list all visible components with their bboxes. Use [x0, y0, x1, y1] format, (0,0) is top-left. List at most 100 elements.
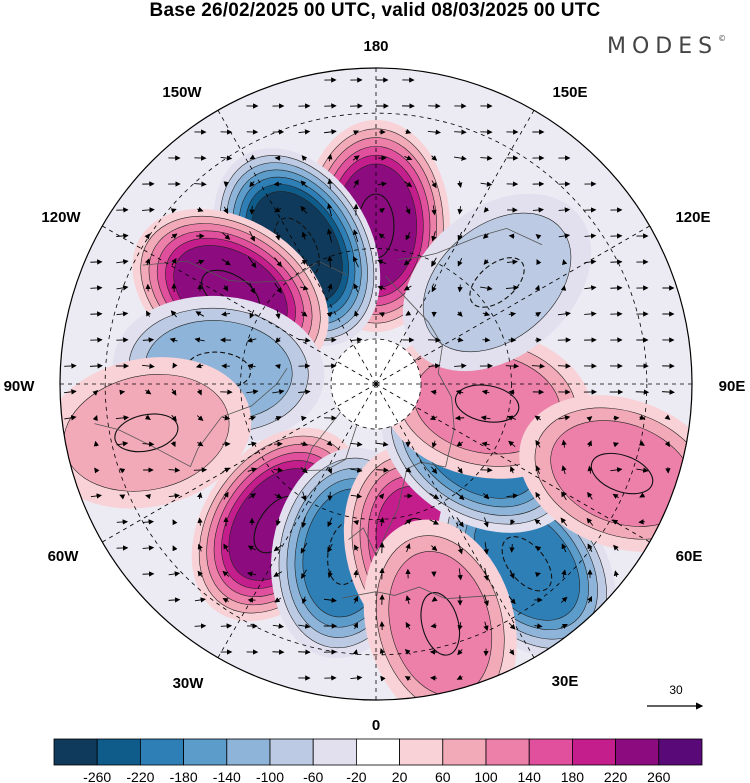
wind-arrow: [196, 415, 204, 422]
wind-arrow: [404, 648, 411, 655]
wind-arrow: [405, 128, 412, 134]
wind-arrow: [481, 389, 490, 395]
colorbar-swatch: [572, 738, 617, 766]
wind-arrow: [639, 492, 646, 498]
wind-arrow: [587, 543, 593, 553]
colorbar-swatch: [139, 738, 184, 766]
wind-arrow: [506, 285, 519, 291]
map-title: Base 26/02/2025 00 UTC, valid 08/03/2025…: [149, 0, 601, 21]
wind-arrow: [505, 363, 520, 369]
wind-arrow: [326, 311, 333, 318]
wind-arrow: [509, 466, 515, 474]
wind-arrow: [536, 259, 542, 266]
wind-arrow: [172, 545, 178, 552]
wind-arrow: [377, 285, 386, 291]
wind-arrow: [247, 467, 258, 473]
wind-arrow: [196, 259, 205, 265]
wind-arrow: [350, 675, 363, 681]
wind-arrow: [274, 282, 282, 294]
wind-arrow: [194, 623, 207, 629]
wind-arrow: [587, 491, 593, 500]
wind-arrow: [404, 519, 412, 525]
wind-arrow: [379, 517, 385, 527]
wind-arrow: [298, 389, 311, 395]
wind-arrow: [636, 467, 649, 473]
wind-arrow: [169, 337, 178, 343]
colorbar-swatch: [269, 738, 314, 766]
wind-arrow: [119, 389, 126, 396]
wind-arrow: [195, 363, 204, 369]
wind-arrow: [457, 258, 463, 267]
wind-arrow: [247, 256, 257, 269]
wind-arrow: [456, 674, 463, 680]
wind-arrow: [405, 621, 411, 630]
wind-arrow: [247, 571, 257, 577]
colorbar-swatch: [615, 738, 660, 766]
wind-arrow: [558, 415, 571, 421]
wind-arrow: [116, 311, 129, 317]
wind-arrow: [142, 519, 155, 525]
wind-arrow: [457, 180, 463, 189]
wind-arrow: [220, 155, 233, 161]
wind-arrow: [197, 570, 203, 577]
wind-arrow: [116, 259, 129, 265]
wind-arrow: [587, 596, 592, 604]
wind-arrow: [142, 441, 155, 447]
wind-arrow: [298, 129, 311, 135]
wind-arrow: [457, 649, 463, 656]
wind-arrow: [350, 467, 363, 473]
wind-arrow: [405, 206, 411, 215]
wind-arrow: [275, 518, 281, 527]
wind-arrow: [90, 285, 103, 291]
wind-arrow: [301, 491, 307, 502]
wind-arrow: [612, 519, 620, 525]
vector-reference-label: 30: [669, 683, 683, 697]
wind-arrow: [301, 569, 307, 580]
wind-arrow: [327, 543, 333, 553]
wind-arrow: [249, 230, 255, 242]
wind-arrow: [275, 232, 281, 241]
wind-arrow: [558, 207, 571, 213]
wind-arrow: [222, 415, 231, 421]
wind-arrow: [301, 415, 307, 422]
colorbar-swatch: [183, 738, 228, 766]
wind-arrow: [428, 363, 441, 369]
wind-arrow: [483, 594, 489, 607]
label-90w: 90W: [4, 378, 36, 395]
wind-arrow: [170, 233, 178, 239]
wind-arrow: [454, 129, 467, 135]
colorbar-swatch: [485, 738, 530, 766]
wind-arrow: [323, 597, 337, 603]
wind-arrow: [509, 649, 515, 656]
wind-arrow: [300, 180, 308, 188]
wind-arrow: [508, 622, 516, 630]
label-150w: 150W: [162, 84, 202, 101]
wind-arrow: [327, 491, 333, 502]
wind-arrow: [483, 492, 490, 500]
wind-arrow: [350, 337, 363, 343]
wind-arrow: [561, 569, 567, 578]
wind-arrow: [480, 285, 493, 291]
wind-arrow: [92, 415, 98, 422]
meridian-line: [94, 221, 377, 385]
wind-arrow: [431, 231, 437, 242]
wind-arrow: [145, 258, 151, 266]
wind-arrow: [480, 181, 493, 187]
wind-arrow: [350, 441, 363, 447]
colorbar-tick-label: -260: [83, 769, 111, 783]
colorbar-tick-label: 140: [518, 769, 542, 783]
wind-arrow: [352, 229, 359, 243]
wind-arrow: [457, 568, 463, 581]
wind-arrow: [353, 130, 360, 136]
wind-arrow: [431, 284, 437, 293]
wind-arrow: [378, 207, 385, 214]
wind-arrow: [194, 337, 205, 343]
wind-arrow: [560, 517, 568, 527]
streamline-loop: [274, 217, 320, 277]
wind-arrow: [430, 623, 437, 629]
wind-arrow: [586, 517, 594, 526]
wind-arrow: [275, 337, 281, 344]
streamline-loop: [186, 351, 252, 389]
latitude-circle: [330, 338, 422, 430]
wind-arrow: [90, 493, 102, 499]
